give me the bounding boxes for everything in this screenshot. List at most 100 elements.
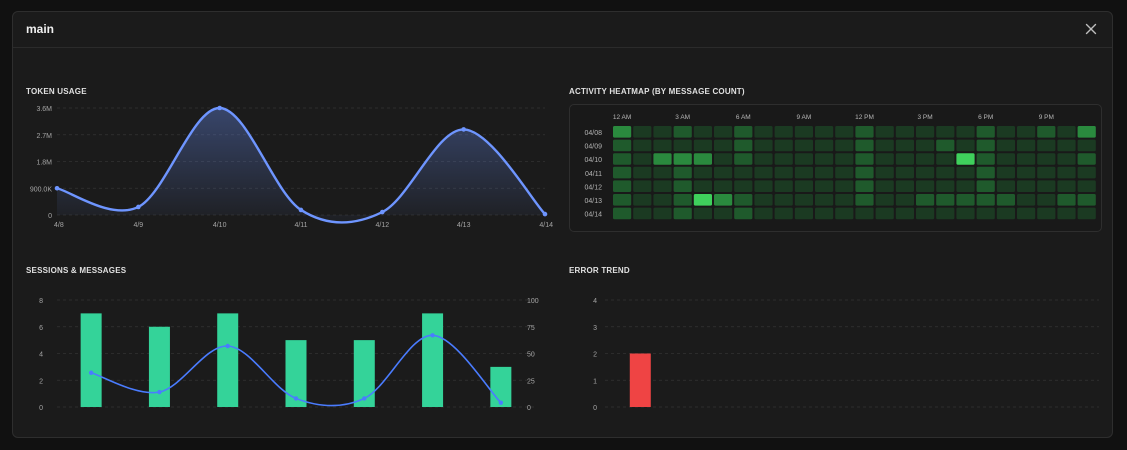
- heatmap-cell: [996, 207, 1015, 220]
- heatmap-cell: [835, 153, 854, 165]
- heatmap-cell: [774, 126, 793, 138]
- heatmap-cell: [1017, 153, 1036, 165]
- token-area: [57, 107, 545, 223]
- heatmap-cell: [916, 126, 935, 138]
- heatmap-cell: [693, 207, 712, 220]
- heatmap-cell: [895, 153, 914, 165]
- sessions-left-tick-label: 8: [39, 298, 43, 305]
- heatmap-cell: [1077, 207, 1096, 220]
- heatmap-cell: [936, 194, 955, 206]
- heatmap-cell: [835, 166, 854, 179]
- heatmap-cell: [714, 153, 733, 165]
- heatmap-cell: [895, 166, 914, 179]
- heatmap-cell: [714, 126, 733, 138]
- heatmap-title: ACTIVITY HEATMAP (BY MESSAGE COUNT): [569, 87, 745, 96]
- heatmap-cell: [653, 166, 672, 179]
- heatmap-row-label: 04/10: [584, 157, 602, 164]
- heatmap-cell: [794, 139, 813, 152]
- error-trend-chart: 012344/84/94/104/114/124/134/14: [593, 298, 1099, 412]
- heatmap-cell: [794, 194, 813, 206]
- heatmap-cell: [936, 180, 955, 192]
- heatmap-cell: [1037, 207, 1056, 220]
- heatmap-cell: [976, 194, 995, 206]
- heatmap-cell: [774, 139, 793, 152]
- heatmap-col-label: 12 PM: [855, 114, 874, 121]
- heatmap-cell: [875, 139, 894, 152]
- heatmap-col-label: 3 AM: [675, 114, 690, 121]
- sessions-bar: [285, 340, 307, 407]
- error-y-tick-label: 4: [593, 298, 597, 305]
- heatmap-col-label: 12 AM: [613, 114, 631, 121]
- heatmap-cell: [835, 194, 854, 206]
- heatmap-cell: [815, 139, 834, 152]
- heatmap-cell: [1037, 180, 1056, 192]
- token-x-tick-label: 4/11: [294, 222, 307, 229]
- messages-point: [293, 396, 299, 401]
- heatmap-cell: [1057, 126, 1076, 138]
- heatmap-cell: [815, 126, 834, 138]
- sessions-right-tick-label: 100: [527, 298, 539, 305]
- heatmap-cell: [1017, 126, 1036, 138]
- heatmap-cell: [774, 153, 793, 165]
- heatmap-cell: [1017, 207, 1036, 220]
- sessions-title: SESSIONS & MESSAGES: [26, 266, 127, 275]
- token-point: [542, 211, 548, 217]
- token-point: [461, 127, 466, 132]
- heatmap-cell: [1057, 139, 1076, 152]
- heatmap-cell: [613, 153, 632, 165]
- heatmap-col-label: 6 PM: [978, 114, 993, 121]
- heatmap-cell: [613, 194, 632, 206]
- heatmap-cell: [633, 180, 652, 192]
- heatmap-cell: [875, 153, 894, 165]
- sessions-left-tick-label: 4: [39, 352, 43, 359]
- heatmap-cell: [714, 207, 733, 220]
- error-y-tick-label: 2: [593, 352, 597, 359]
- heatmap-cell: [875, 180, 894, 192]
- heatmap-cell: [714, 166, 733, 179]
- heatmap-cell: [875, 166, 894, 179]
- heatmap-cell: [996, 166, 1015, 179]
- heatmap-cell: [1077, 166, 1096, 179]
- error-y-tick-label: 0: [593, 405, 597, 412]
- heatmap-cell: [693, 194, 712, 206]
- heatmap-cell: [653, 139, 672, 152]
- heatmap-cell: [936, 166, 955, 179]
- heatmap-cell: [633, 194, 652, 206]
- sessions-left-tick-label: 0: [39, 405, 43, 412]
- heatmap-row-label: 04/09: [584, 144, 602, 151]
- heatmap-cell: [1037, 166, 1056, 179]
- heatmap-cell: [633, 126, 652, 138]
- token-x-tick-label: 4/13: [457, 222, 471, 229]
- heatmap-cell: [956, 180, 975, 192]
- sessions-right-tick-label: 75: [527, 325, 535, 332]
- heatmap-cell: [613, 207, 632, 220]
- sessions-bar: [148, 326, 170, 407]
- heatmap-row-label: 04/13: [584, 198, 602, 205]
- heatmap-cell: [936, 139, 955, 152]
- heatmap-cell: [714, 139, 733, 152]
- heatmap-cell: [613, 139, 632, 152]
- heatmap-cell: [774, 194, 793, 206]
- close-icon[interactable]: [1083, 21, 1099, 37]
- heatmap-cell: [714, 180, 733, 192]
- heatmap-cell: [855, 166, 874, 179]
- heatmap-cell: [956, 139, 975, 152]
- heatmap-cell: [875, 126, 894, 138]
- heatmap-cell: [855, 207, 874, 220]
- heatmap-cell: [976, 180, 995, 192]
- heatmap-cell: [835, 180, 854, 192]
- heatmap-cell: [1037, 194, 1056, 206]
- heatmap-cell: [754, 166, 773, 179]
- heatmap-cell: [895, 180, 914, 192]
- messages-point: [498, 400, 504, 405]
- window-title: main: [26, 22, 55, 36]
- heatmap-col-label: 6 AM: [736, 114, 751, 121]
- heatmap-cell: [754, 207, 773, 220]
- heatmap-cell: [794, 166, 813, 179]
- heatmap-cell: [895, 139, 914, 152]
- heatmap-cell: [633, 139, 652, 152]
- messages-point: [225, 343, 230, 349]
- heatmap-cell: [1017, 194, 1036, 206]
- token-y-tick-label: 2.7M: [36, 133, 52, 140]
- heatmap-cell: [673, 153, 692, 165]
